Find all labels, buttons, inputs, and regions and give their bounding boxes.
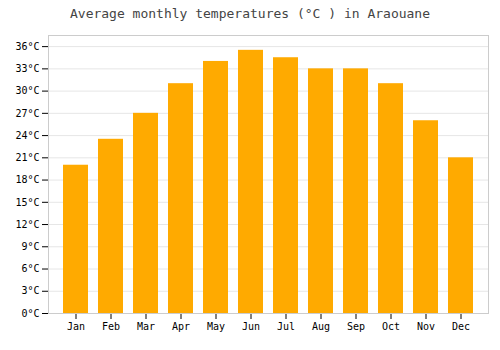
svg-text:Mar: Mar [137, 321, 155, 332]
svg-text:Sep: Sep [347, 321, 365, 332]
svg-text:Jul: Jul [277, 321, 295, 332]
svg-text:21°C: 21°C [15, 152, 39, 163]
svg-text:Aug: Aug [312, 321, 330, 332]
html-text:Average monthly temperatures (: Average monthly temperatures (°C ) in Ar… [70, 6, 430, 21]
svg-text:3°C: 3°C [21, 285, 39, 296]
svg-text:33°C: 33°C [15, 63, 39, 74]
svg-text:9°C: 9°C [21, 241, 39, 252]
svg-text:6°C: 6°C [21, 263, 39, 274]
svg-text:May: May [207, 321, 225, 332]
svg-text:Feb: Feb [102, 321, 120, 332]
svg-text:0°C: 0°C [21, 308, 39, 319]
svg-text:12°C: 12°C [15, 219, 39, 230]
svg-text:Oct: Oct [382, 321, 400, 332]
svg-text:36°C: 36°C [15, 41, 39, 52]
svg-text:Jan: Jan [67, 321, 85, 332]
svg-text:Nov: Nov [417, 321, 435, 332]
svg-text:15°C: 15°C [15, 197, 39, 208]
svg-text:24°C: 24°C [15, 130, 39, 141]
svg-text:Dec: Dec [452, 321, 470, 332]
svg-text:30°C: 30°C [15, 85, 39, 96]
svg-text:Jun: Jun [242, 321, 260, 332]
svg-text:18°C: 18°C [15, 174, 39, 185]
svg-text:27°C: 27°C [15, 108, 39, 119]
svg-text:Apr: Apr [172, 321, 190, 332]
